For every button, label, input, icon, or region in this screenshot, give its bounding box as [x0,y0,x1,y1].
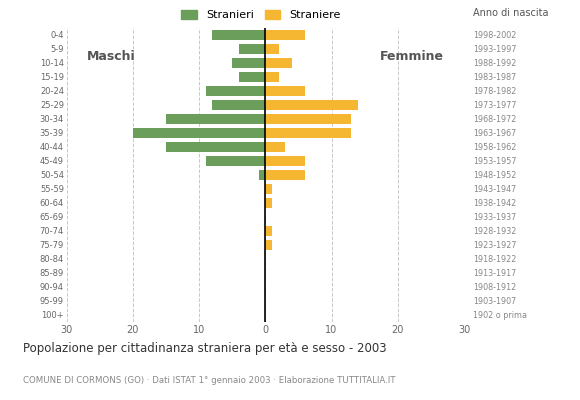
Bar [212,100,266,110]
Text: Maschi: Maschi [86,50,135,62]
Bar [232,58,266,68]
Legend: Stranieri, Straniere: Stranieri, Straniere [177,6,345,25]
Text: 1963-1967: 1963-1967 [473,128,517,138]
Text: 1983-1987: 1983-1987 [473,72,517,82]
Bar [266,128,351,138]
Text: COMUNE DI CORMONS (GO) · Dati ISTAT 1° gennaio 2003 · Elaborazione TUTTITALIA.IT: COMUNE DI CORMONS (GO) · Dati ISTAT 1° g… [23,376,396,385]
Text: 1913-1917: 1913-1917 [473,268,517,278]
Text: 1998-2002: 1998-2002 [473,30,517,40]
Text: Popolazione per cittadinanza straniera per età e sesso - 2003: Popolazione per cittadinanza straniera p… [23,342,387,355]
Bar [166,142,266,152]
Bar [206,156,266,166]
Bar [212,30,266,40]
Text: 1978-1982: 1978-1982 [473,86,517,96]
Text: 1973-1977: 1973-1977 [473,100,517,110]
Text: 1918-1922: 1918-1922 [473,254,517,264]
Text: 1943-1947: 1943-1947 [473,184,517,194]
Bar [266,240,272,250]
Text: Anno di nascita: Anno di nascita [473,8,549,18]
Bar [266,58,292,68]
Bar [266,184,272,194]
Text: 1902 o prima: 1902 o prima [473,310,527,320]
Bar [266,114,351,124]
Bar [206,86,266,96]
Bar [266,100,358,110]
Text: 1953-1957: 1953-1957 [473,156,517,166]
Text: 1988-1992: 1988-1992 [473,58,517,68]
Text: 1908-1912: 1908-1912 [473,282,517,292]
Text: 1903-1907: 1903-1907 [473,296,517,306]
Bar [133,128,266,138]
Text: 1958-1962: 1958-1962 [473,142,517,152]
Bar [266,198,272,208]
Text: 1968-1972: 1968-1972 [473,114,517,124]
Bar [266,86,305,96]
Text: 1948-1952: 1948-1952 [473,170,517,180]
Text: 1933-1937: 1933-1937 [473,212,517,222]
Bar [266,30,305,40]
Text: 1928-1932: 1928-1932 [473,226,517,236]
Bar [266,44,278,54]
Text: 1993-1997: 1993-1997 [473,44,517,54]
Bar [239,44,266,54]
Bar [266,142,285,152]
Text: 1938-1942: 1938-1942 [473,198,517,208]
Bar [266,156,305,166]
Text: 1923-1927: 1923-1927 [473,240,517,250]
Bar [266,226,272,236]
Bar [166,114,266,124]
Bar [266,170,305,180]
Bar [266,72,278,82]
Text: Femmine: Femmine [380,50,444,62]
Bar [259,170,266,180]
Bar [239,72,266,82]
